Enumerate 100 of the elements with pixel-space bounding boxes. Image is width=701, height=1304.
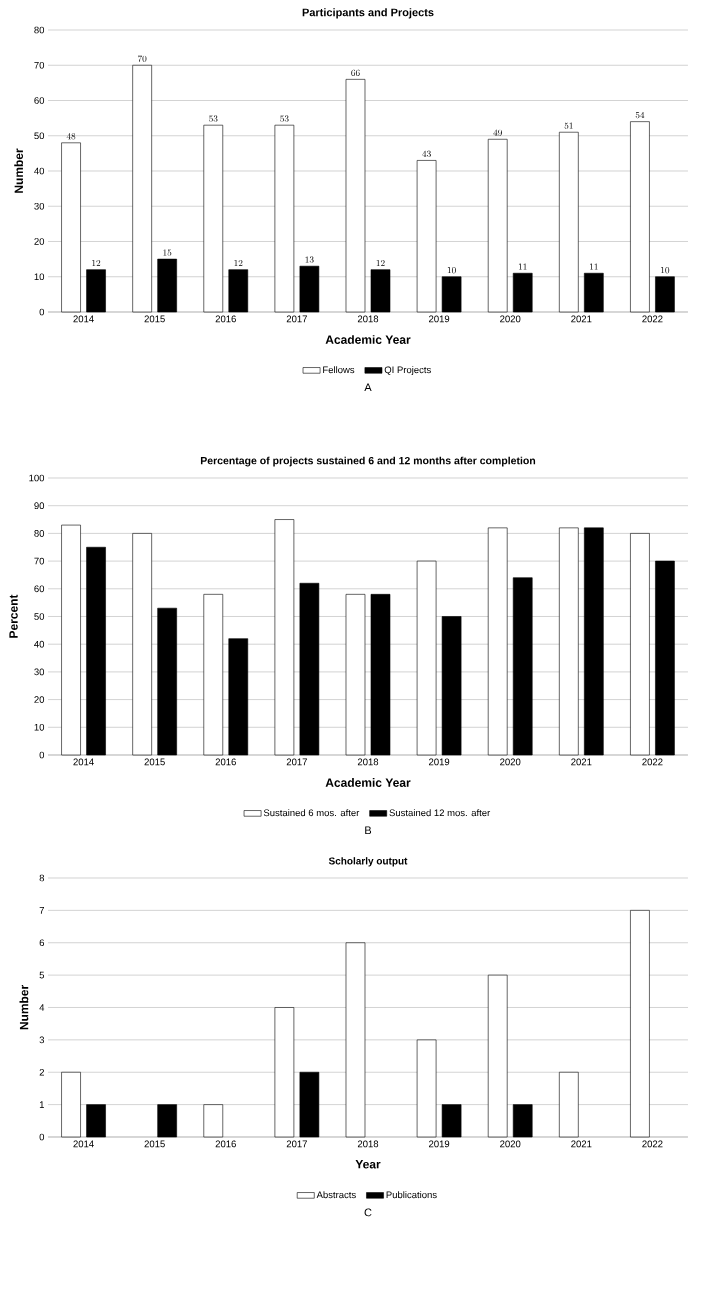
x-tick-label: 2017: [286, 758, 307, 766]
y-tick-label: 5: [39, 971, 45, 979]
x-tick-label: 2021: [571, 1140, 592, 1148]
data-label: 53: [209, 115, 218, 122]
bar: [370, 269, 391, 313]
data-label: 15: [163, 249, 172, 256]
data-label: 10: [661, 267, 670, 274]
y-tick-label: 50: [34, 613, 45, 620]
y-tick-label: 40: [34, 167, 45, 175]
bar: [61, 142, 81, 313]
text: A: [364, 383, 372, 392]
y-tick-label: 8: [39, 874, 45, 882]
x-tick-label: 2020: [500, 758, 521, 766]
y-tick-label: 30: [34, 668, 45, 676]
x-tick-label: 2018: [357, 315, 379, 323]
bar: [61, 1071, 81, 1138]
bar: [559, 1071, 579, 1138]
x-tick-label: 2021: [571, 758, 592, 766]
bar: [157, 258, 177, 313]
bar: [86, 269, 106, 313]
bar: [630, 533, 650, 756]
x-tick-label: 2014: [73, 1140, 94, 1148]
bar: [559, 131, 579, 313]
y-tick-label: 10: [34, 723, 45, 731]
y-tick-label: 90: [34, 502, 45, 510]
bar: [132, 533, 152, 756]
y-tick-label: 60: [34, 585, 45, 593]
bar: [487, 527, 508, 756]
y-tick-label: 80: [34, 530, 45, 537]
y-tick-label: 1: [39, 1101, 44, 1108]
bar: [512, 577, 533, 756]
data-label: 49: [493, 129, 502, 136]
y-tick-label: 80: [34, 26, 45, 34]
data-label: 12: [376, 260, 385, 267]
legend-label: Publications: [386, 1191, 437, 1199]
bar: [630, 121, 650, 313]
bar: [61, 524, 81, 756]
bar: [584, 527, 604, 756]
bar: [441, 276, 462, 313]
bar: [487, 138, 508, 313]
bar: [157, 1104, 177, 1138]
x-tick-label: 2017: [286, 315, 307, 323]
x-tick-label: 2014: [73, 315, 94, 323]
text: B: [365, 826, 372, 835]
text: C: [364, 1208, 372, 1217]
y-tick-label: 0: [39, 308, 45, 316]
data-label: 43: [422, 150, 431, 157]
y-tick-label: 3: [39, 1036, 45, 1044]
bar: [441, 1104, 462, 1138]
y-tick-label: 40: [34, 640, 45, 648]
bar: [630, 910, 650, 1138]
y-axis-title: Percent: [9, 594, 18, 638]
x-tick-label: 2019: [429, 315, 450, 323]
bar: [584, 272, 604, 313]
bar: [228, 638, 249, 756]
y-tick-label: 10: [34, 273, 45, 281]
y-tick-label: 30: [34, 202, 45, 210]
y-tick-label: 6: [39, 939, 45, 947]
x-tick-label: 2015: [144, 1140, 165, 1148]
data-label: 12: [92, 260, 101, 267]
x-tick-label: 2019: [429, 758, 450, 766]
data-label: 51: [564, 122, 573, 129]
x-tick-label: 2016: [215, 1140, 236, 1148]
y-axis-title: Number: [14, 148, 24, 193]
bar: [203, 1104, 224, 1138]
bar: [299, 265, 320, 313]
legend-label: Abstracts: [316, 1191, 356, 1199]
data-label: 48: [66, 133, 76, 140]
bar: [299, 582, 320, 756]
bar: [203, 124, 224, 313]
y-tick-label: 50: [34, 132, 45, 140]
bar: [512, 1104, 533, 1138]
bar: [345, 79, 366, 313]
data-label: 11: [590, 263, 598, 270]
bar: [274, 519, 295, 756]
bar: [416, 160, 437, 313]
y-axis-title: Number: [19, 985, 29, 1030]
bar: [157, 607, 177, 756]
x-tick-label: 2018: [357, 1140, 379, 1148]
data-label: 54: [635, 111, 645, 119]
bar: [512, 272, 533, 313]
x-axis-title: Academic Year: [325, 335, 411, 344]
chart-title: Participants and Projects: [302, 8, 434, 19]
x-tick-label: 2016: [215, 758, 236, 766]
data-label: 12: [234, 260, 243, 267]
y-tick-label: 100: [29, 474, 45, 482]
bar: [274, 1007, 295, 1138]
chart-title: Percentage of projects sustained 6 and 12 months after completion: [200, 456, 536, 467]
bar: [370, 594, 391, 756]
y-tick-label: 4: [39, 1004, 45, 1011]
x-tick-label: 2022: [642, 1140, 663, 1148]
bar: [559, 527, 579, 756]
bar: [345, 942, 366, 1138]
y-tick-label: 7: [39, 907, 44, 914]
x-axis-title: Academic Year: [325, 778, 411, 787]
x-tick-label: 2019: [429, 1140, 450, 1148]
data-label: 53: [280, 115, 289, 122]
y-tick-label: 70: [34, 61, 45, 69]
bar: [655, 560, 675, 756]
bar: [86, 1104, 106, 1138]
